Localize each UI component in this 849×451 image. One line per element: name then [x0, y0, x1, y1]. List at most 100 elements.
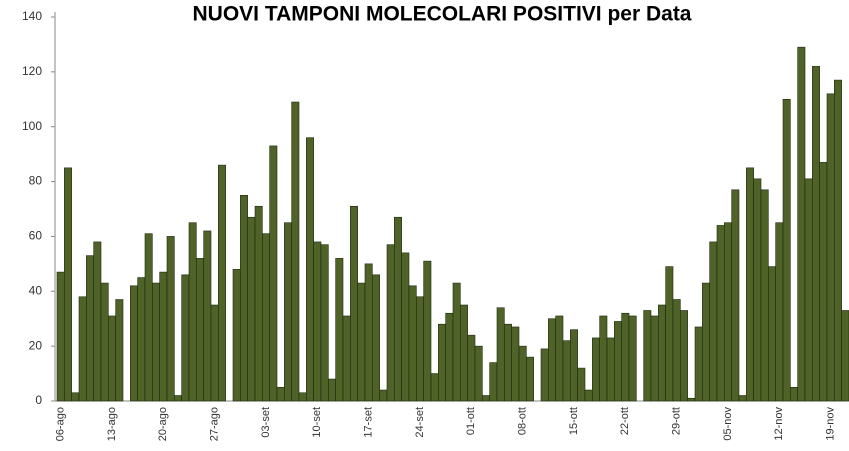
bar	[71, 392, 80, 402]
bar	[78, 296, 87, 402]
bar	[687, 397, 696, 402]
x-tick-label: 06-ago	[55, 407, 67, 441]
bar	[577, 367, 586, 402]
x-tick-label: 01-ott	[465, 407, 477, 435]
x-tick-label: 19-nov	[825, 407, 837, 441]
bar	[64, 167, 72, 402]
bar	[247, 216, 256, 402]
bar	[526, 356, 534, 402]
bar	[313, 241, 322, 402]
bar	[276, 386, 285, 402]
bar	[423, 260, 432, 402]
x-tick-label: 03-set	[260, 407, 272, 438]
bar	[394, 216, 402, 402]
bar	[746, 167, 754, 402]
y-tick-label: 140	[22, 9, 42, 23]
bar	[665, 266, 674, 402]
bar	[628, 315, 637, 402]
bar	[100, 282, 109, 402]
bar	[108, 315, 116, 402]
bar	[819, 162, 828, 402]
bar	[592, 337, 600, 402]
bar	[724, 222, 732, 402]
bar	[210, 304, 219, 402]
x-tick-label: 24-set	[414, 407, 426, 438]
x-tick-label: 12-nov	[773, 407, 785, 441]
bar	[401, 252, 410, 402]
bar	[562, 340, 571, 402]
bar	[760, 189, 769, 402]
bar	[606, 337, 615, 402]
bar	[511, 326, 520, 402]
bar	[555, 315, 564, 402]
bar	[474, 345, 483, 402]
bar	[181, 274, 190, 402]
bar	[797, 46, 806, 402]
bar	[540, 348, 549, 402]
x-tick-label: 29-ott	[671, 407, 683, 435]
bar	[335, 258, 344, 402]
bar	[130, 285, 138, 402]
bar	[445, 312, 454, 402]
bar	[826, 93, 835, 402]
bar	[328, 378, 336, 402]
y-tick-label: 100	[22, 119, 42, 133]
chart-title: NUOVI TAMPONI MOLECOLARI POSITIVI per Da…	[193, 3, 692, 26]
bar	[489, 362, 498, 402]
bar	[599, 315, 608, 402]
bar	[115, 299, 124, 402]
bar	[812, 66, 820, 402]
x-tick-label: 10-set	[311, 407, 323, 438]
bar	[430, 373, 439, 402]
bar	[86, 255, 94, 402]
bar	[408, 285, 417, 402]
bar	[467, 334, 476, 402]
bar	[570, 329, 578, 402]
bar	[240, 194, 248, 402]
x-tick-label: 27-ago	[209, 407, 221, 441]
bar	[841, 310, 849, 402]
bar	[768, 266, 776, 402]
bar	[753, 178, 762, 402]
bar	[203, 230, 212, 402]
bar	[386, 244, 395, 402]
bar	[731, 189, 740, 402]
bar	[658, 304, 666, 402]
x-tick-label: 20-ago	[157, 407, 169, 441]
bar	[350, 205, 358, 402]
bar	[614, 321, 622, 402]
bar	[196, 258, 204, 402]
bar	[790, 386, 798, 402]
bar	[298, 392, 307, 402]
bar	[218, 164, 226, 402]
bar	[320, 244, 329, 402]
bar	[291, 101, 300, 402]
bar	[342, 315, 351, 402]
bar	[254, 205, 263, 402]
bar	[672, 299, 681, 402]
bar	[438, 323, 446, 402]
bar	[702, 282, 710, 402]
x-tick-label: 15-ott	[568, 407, 580, 435]
bar	[834, 79, 842, 402]
bar	[284, 222, 292, 402]
bar	[709, 241, 718, 402]
bar	[716, 225, 725, 402]
y-tick-label: 20	[29, 338, 43, 352]
bar	[452, 282, 461, 402]
bar	[262, 233, 270, 402]
y-tick-label: 40	[29, 283, 43, 297]
bar	[738, 395, 747, 402]
bar	[166, 236, 175, 402]
bar	[159, 271, 168, 402]
bar	[364, 263, 373, 402]
bar	[174, 395, 182, 402]
x-tick-label: 22-ott	[619, 407, 631, 435]
bar	[416, 296, 424, 402]
bar	[504, 323, 512, 402]
bar	[694, 326, 703, 402]
bar	[643, 310, 652, 402]
bar	[482, 395, 490, 402]
bar	[460, 304, 468, 402]
bar	[782, 98, 791, 402]
